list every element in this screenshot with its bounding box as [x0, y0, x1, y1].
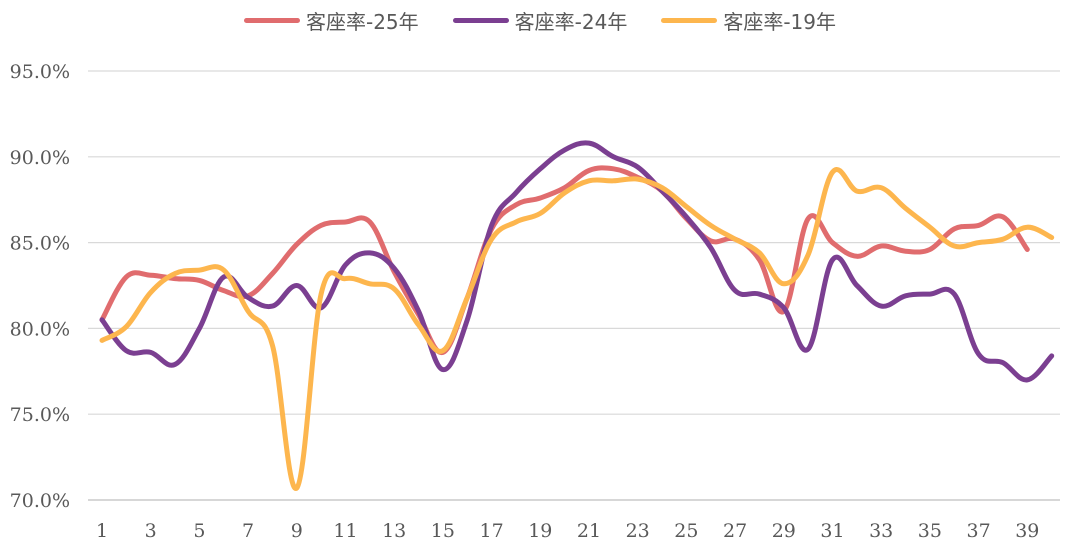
legend-item-25[interactable]: 客座率-25年 [243, 6, 419, 35]
legend-label-25: 客座率-25年 [305, 10, 419, 34]
x-axis-ticks: 1 3 5 7 9 11 13 15 17 19 21 23 25 27 29 31 33 35 37 39 [96, 520, 1039, 542]
x-tick-label: 25 [674, 520, 698, 542]
x-tick-label: 39 [1015, 520, 1039, 542]
series-line-2 [99, 167, 1055, 491]
x-tick-label: 7 [242, 520, 254, 542]
legend-label-24: 客座率-24年 [514, 10, 628, 34]
x-tick-label: 1 [96, 520, 108, 542]
series-lines [99, 140, 1055, 491]
x-tick-label: 5 [193, 520, 205, 542]
x-tick-label: 29 [772, 520, 796, 542]
gridlines [88, 70, 1060, 501]
y-tick-label: 80.0% [10, 318, 70, 340]
legend-swatch-24 [452, 18, 509, 23]
x-tick-label: 13 [382, 520, 406, 542]
x-tick-label: 19 [528, 520, 552, 542]
y-tick-label: 70.0% [10, 490, 70, 512]
y-tick-label: 85.0% [10, 233, 70, 255]
legend-item-19[interactable]: 客座率-19年 [661, 6, 836, 35]
x-tick-label: 37 [967, 520, 991, 542]
legend-swatch-25 [243, 18, 300, 23]
y-tick-label: 90.0% [10, 147, 70, 169]
legend-item-24[interactable]: 客座率-24年 [452, 6, 628, 35]
x-tick-label: 15 [431, 520, 455, 542]
legend-swatch-19 [661, 18, 718, 23]
y-tick-label: 75.0% [10, 404, 70, 426]
series-line-1 [99, 140, 1055, 383]
series-line-0 [99, 165, 1030, 355]
x-tick-label: 17 [480, 520, 504, 542]
x-tick-label: 23 [626, 520, 650, 542]
x-tick-label: 21 [577, 520, 601, 542]
y-axis-ticks: 70.0% 75.0% 80.0% 85.0% 90.0% 95.0% [10, 61, 70, 512]
x-tick-label: 31 [820, 520, 844, 542]
legend: 客座率-25年 客座率-24年 客座率-19年 [0, 6, 1080, 35]
x-tick-label: 35 [918, 520, 942, 542]
x-tick-label: 27 [723, 520, 747, 542]
x-tick-label: 3 [145, 520, 157, 542]
x-tick-label: 33 [869, 520, 893, 542]
x-tick-label: 11 [333, 520, 357, 542]
x-tick-label: 9 [291, 520, 303, 542]
y-tick-label: 95.0% [10, 61, 70, 83]
legend-label-19: 客座率-19年 [723, 10, 836, 34]
